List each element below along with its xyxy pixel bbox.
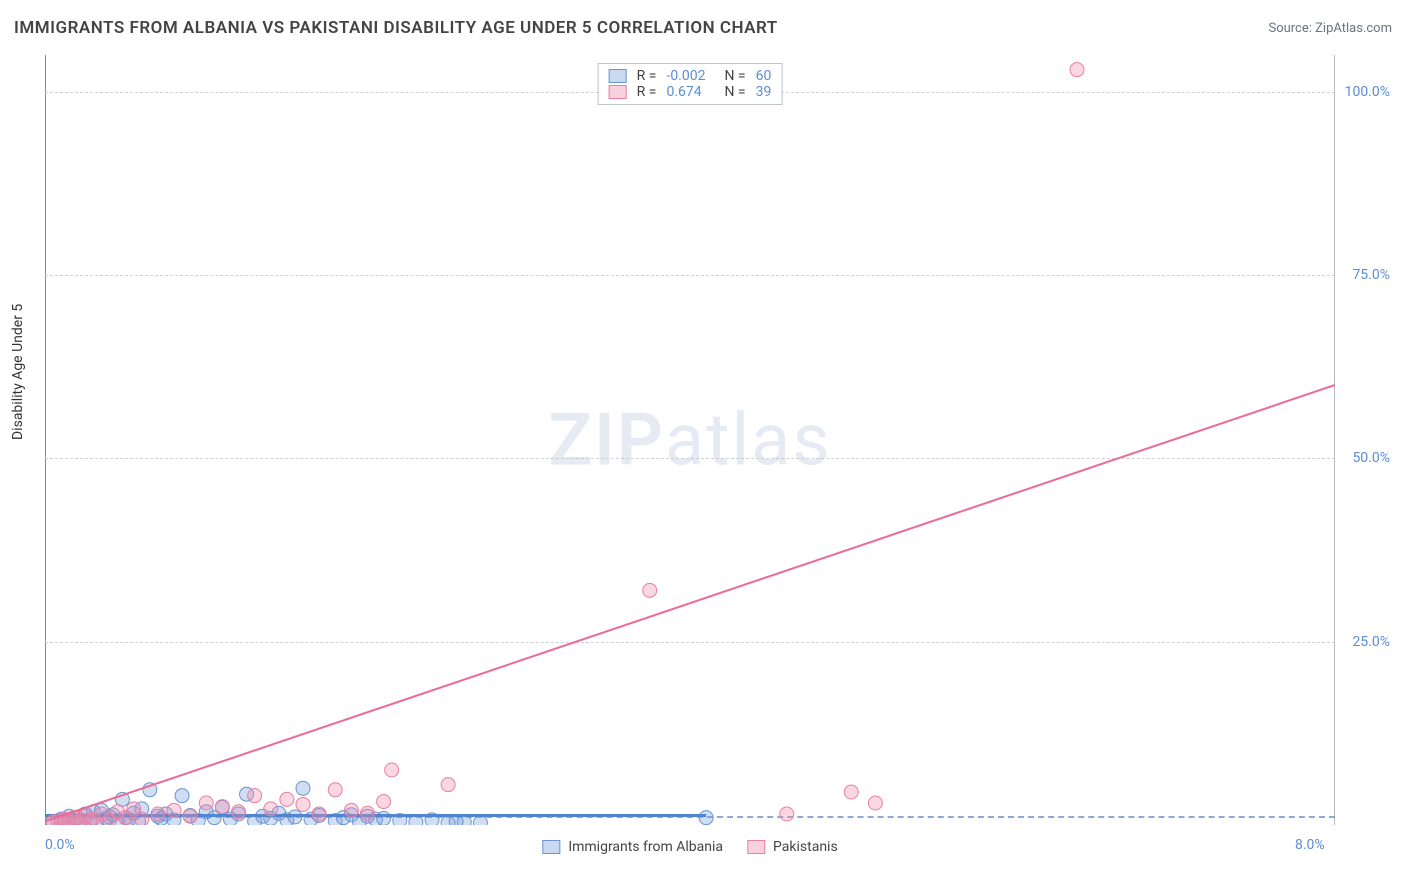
data-point <box>699 811 713 825</box>
data-point <box>232 805 246 819</box>
legend-swatch-blue <box>542 840 560 854</box>
source-prefix: Source: <box>1268 21 1315 36</box>
plot-svg <box>45 55 1335 825</box>
legend-stats-row-albania: R = -0.002 N = 60 <box>609 68 772 84</box>
data-point <box>215 800 229 814</box>
legend-bottom: Immigrants from Albania Pakistanis <box>542 839 837 855</box>
legend-R-pakistani: 0.674 <box>666 84 714 100</box>
data-point <box>135 812 149 825</box>
data-point <box>377 811 391 825</box>
data-point <box>248 789 262 803</box>
legend-stats-row-pakistani: R = 0.674 N = 39 <box>609 84 772 100</box>
header-row: IMMIGRANTS FROM ALBANIA VS PAKISTANI DIS… <box>14 18 1392 38</box>
legend-item-albania: Immigrants from Albania <box>542 839 723 855</box>
data-point <box>780 807 794 821</box>
legend-label-albania: Immigrants from Albania <box>568 839 723 855</box>
data-point <box>1070 63 1084 77</box>
data-point <box>385 763 399 777</box>
y-tick-label: 75.0% <box>1352 267 1390 283</box>
data-point <box>312 807 326 821</box>
legend-label-pakistani: Pakistanis <box>773 839 838 855</box>
data-point <box>328 783 342 797</box>
regression-line <box>45 385 1335 821</box>
data-point <box>361 806 375 820</box>
legend-N-pakistani: 39 <box>756 84 772 100</box>
data-point <box>296 781 310 795</box>
legend-N-label: N = <box>724 68 745 84</box>
data-point <box>344 803 358 817</box>
data-point <box>151 807 165 821</box>
data-point <box>175 789 189 803</box>
source-attribution: Source: ZipAtlas.com <box>1268 21 1392 36</box>
data-point <box>296 797 310 811</box>
data-point <box>280 792 294 806</box>
y-axis-label: Disability Age Under 5 <box>10 304 26 440</box>
legend-R-label: R = <box>637 68 657 84</box>
data-point <box>868 796 882 810</box>
legend-stats-box: R = -0.002 N = 60 R = 0.674 N = 39 <box>598 63 783 105</box>
legend-R-albania: -0.002 <box>666 68 714 84</box>
y-tick-label: 50.0% <box>1352 450 1390 466</box>
data-point <box>264 802 278 816</box>
legend-swatch-pink <box>747 840 765 854</box>
data-point <box>643 583 657 597</box>
legend-R-label: R = <box>637 84 657 100</box>
legend-item-pakistani: Pakistanis <box>747 839 838 855</box>
chart-area: ZIPatlas R = -0.002 N = 60 R = 0.674 N =… <box>45 55 1335 825</box>
legend-N-albania: 60 <box>756 68 772 84</box>
y-tick-label: 25.0% <box>1352 634 1390 650</box>
legend-swatch-blue <box>609 69 627 83</box>
legend-swatch-pink <box>609 85 627 99</box>
chart-title: IMMIGRANTS FROM ALBANIA VS PAKISTANI DIS… <box>14 18 778 38</box>
data-point <box>183 809 197 823</box>
source-name: ZipAtlas.com <box>1315 21 1392 36</box>
data-point <box>199 796 213 810</box>
x-tick-label: 0.0% <box>45 837 75 853</box>
y-tick-label: 100.0% <box>1345 84 1390 100</box>
data-point <box>844 785 858 799</box>
data-point <box>473 816 487 825</box>
legend-N-label: N = <box>724 84 745 100</box>
data-point <box>377 795 391 809</box>
data-point <box>441 778 455 792</box>
data-point <box>167 803 181 817</box>
x-tick-label: 8.0% <box>1295 837 1325 853</box>
